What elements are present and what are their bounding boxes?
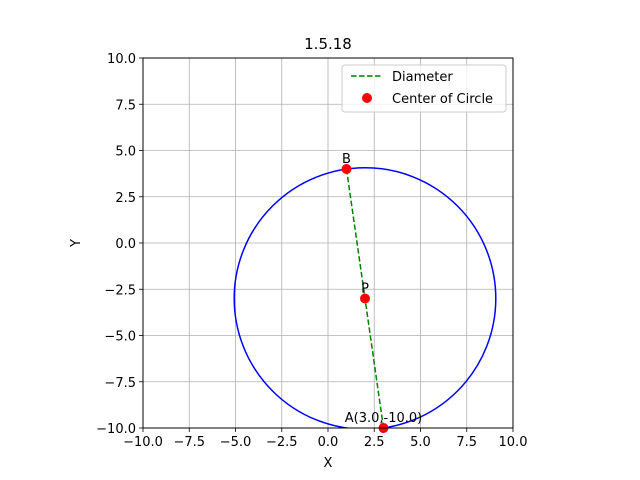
x-tick-label-0: −10.0 — [123, 435, 163, 450]
legend-center-label: Center of Circle — [392, 92, 493, 107]
y-tick-label-1: −7.5 — [104, 376, 136, 391]
x-tick-label-6: 5.0 — [410, 435, 431, 450]
circle-line — [233, 166, 497, 428]
legend-center-swatch — [362, 93, 372, 103]
y-tick-label-6: 5.0 — [115, 145, 136, 160]
x-tick-label-8: 10.0 — [499, 435, 528, 450]
y-axis-title: Y — [69, 239, 84, 248]
x-tick-label-4: 0.0 — [318, 435, 339, 450]
chart-title: 1.5.18 — [304, 35, 352, 53]
y-tick-label-0: −10.0 — [96, 422, 136, 437]
y-tick-label-8: 10.0 — [107, 52, 136, 67]
point-label-2: P — [361, 282, 369, 297]
y-tick-label-4: 0.0 — [115, 237, 136, 252]
x-tick-label-2: −5.0 — [220, 435, 252, 450]
legend-diameter-label: Diameter — [392, 70, 453, 85]
point-marker-1 — [341, 164, 352, 174]
point-marker-2 — [360, 293, 370, 304]
y-tick-label-7: 7.5 — [115, 98, 136, 113]
y-tick-label-3: −2.5 — [104, 283, 136, 298]
point-label-0: A(3.0,-10.0) — [345, 411, 422, 426]
legend: Diameter Center of Circle — [341, 64, 507, 113]
plot-area: A(3.0,-10.0) B P — [233, 152, 497, 433]
x-tick-label-3: −2.5 — [266, 435, 298, 450]
x-tick-label-5: 2.5 — [364, 435, 385, 450]
x-tick-label-7: 7.5 — [456, 435, 477, 450]
y-tick-label-2: −5.0 — [104, 330, 136, 345]
y-tick-label-5: 2.5 — [115, 191, 136, 206]
x-tick-label-1: −7.5 — [173, 435, 205, 450]
axis-ticks: −10.0 −7.5 −5.0 −2.5 0.0 2.5 5.0 7.5 10.0 −10.0 −7… — [96, 52, 527, 450]
point-label-1: B — [342, 152, 351, 167]
x-axis-title: X — [324, 456, 333, 471]
legend-box — [341, 64, 507, 113]
